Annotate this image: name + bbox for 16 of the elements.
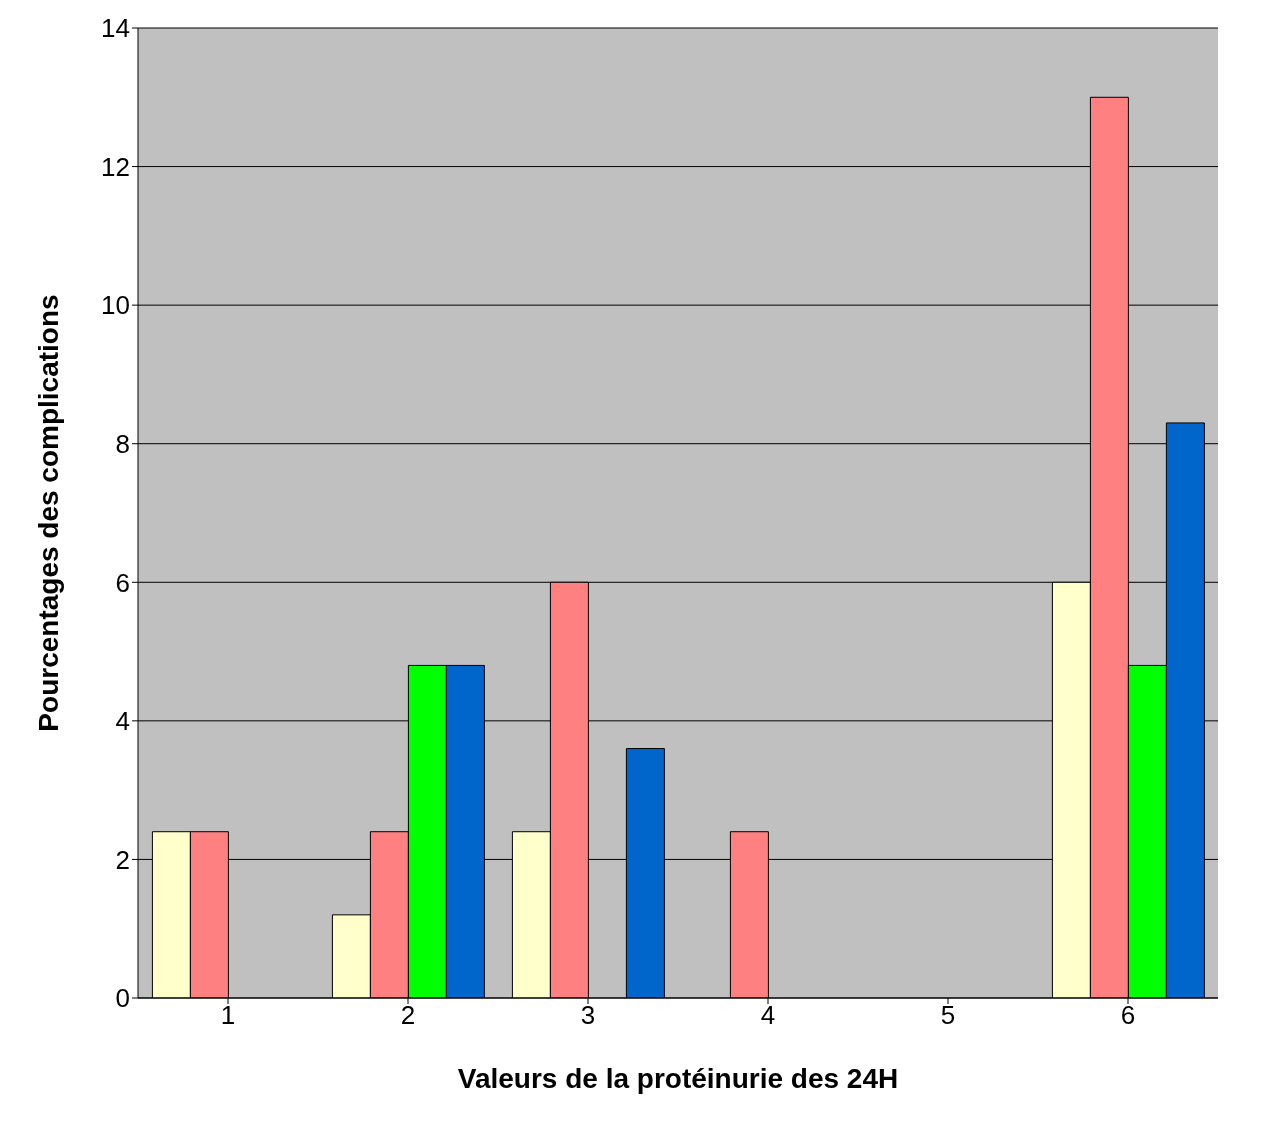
x-tick-label: 6 xyxy=(1120,1000,1136,1031)
x-tick-label: 4 xyxy=(760,1000,776,1031)
y-tick-label: 12 xyxy=(101,151,130,182)
y-tick-label: 14 xyxy=(101,13,130,44)
y-tick-label: 4 xyxy=(115,706,130,737)
y-tick-label: 8 xyxy=(115,428,130,459)
y-axis-title: Pourcentages des complications xyxy=(32,294,64,732)
x-tick-label: 1 xyxy=(220,1000,236,1031)
x-tick-label: 5 xyxy=(940,1000,956,1031)
x-tick-label: 2 xyxy=(400,1000,416,1031)
x-axis-title: Valeurs de la protéinurie des 24H xyxy=(457,1063,899,1094)
y-tick-label: 6 xyxy=(115,567,130,598)
x-tick-label: 3 xyxy=(580,1000,596,1031)
y-tick-label: 0 xyxy=(115,983,130,1014)
y-tick-label: 10 xyxy=(101,290,130,321)
y-tick-label: 2 xyxy=(115,844,130,875)
